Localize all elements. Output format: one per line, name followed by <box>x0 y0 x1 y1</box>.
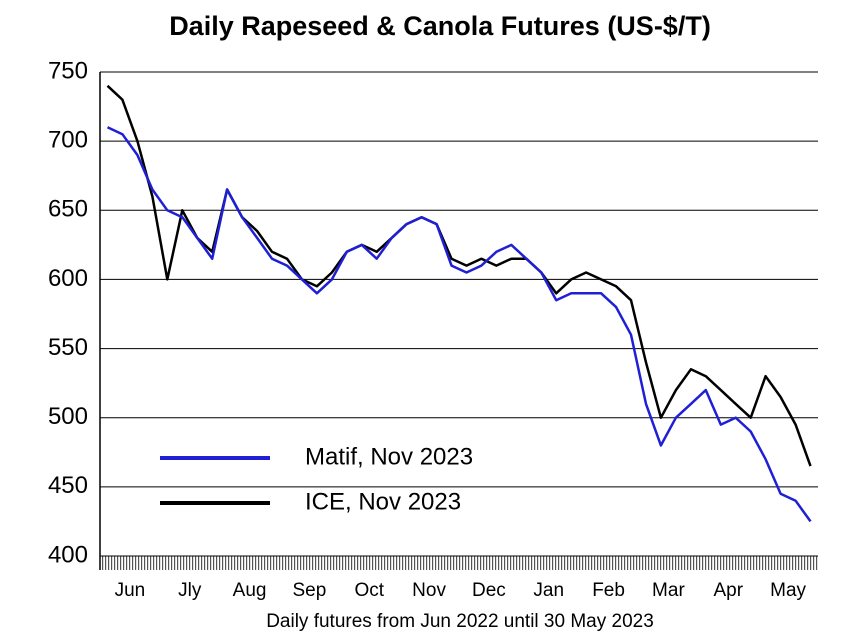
x-tick-label: Jun <box>115 580 146 601</box>
y-tick-label: 400 <box>48 541 88 568</box>
y-tick-label: 750 <box>48 57 88 84</box>
chart-title: Daily Rapeseed & Canola Futures (US-$/T) <box>169 11 711 41</box>
x-tick-label: Apr <box>713 580 743 601</box>
series-line <box>106 84 812 467</box>
x-tick-label: Aug <box>233 580 267 601</box>
y-tick-label: 450 <box>48 472 88 499</box>
x-tick-label: Nov <box>412 580 446 601</box>
series-line <box>106 126 812 523</box>
y-tick-label: 500 <box>48 403 88 430</box>
y-tick-label: 650 <box>48 196 88 223</box>
y-tick-label: 700 <box>48 126 88 153</box>
y-tick-label: 600 <box>48 265 88 292</box>
legend-label: ICE, Nov 2023 <box>305 488 461 515</box>
x-tick-label: May <box>770 580 806 601</box>
x-tick-label: Oct <box>354 580 384 601</box>
x-tick-label: Dec <box>472 580 506 601</box>
legend-label: Matif, Nov 2023 <box>305 443 473 470</box>
x-tick-label: Feb <box>592 580 625 601</box>
x-axis-label: Daily futures from Jun 2022 until 30 May… <box>266 611 654 632</box>
x-tick-label: Jan <box>533 580 564 601</box>
x-tick-label: Jly <box>178 580 202 601</box>
y-tick-label: 550 <box>48 334 88 361</box>
x-tick-label: Sep <box>293 580 327 601</box>
x-axis-ticks <box>100 556 818 570</box>
x-tick-label: Mar <box>652 580 685 601</box>
